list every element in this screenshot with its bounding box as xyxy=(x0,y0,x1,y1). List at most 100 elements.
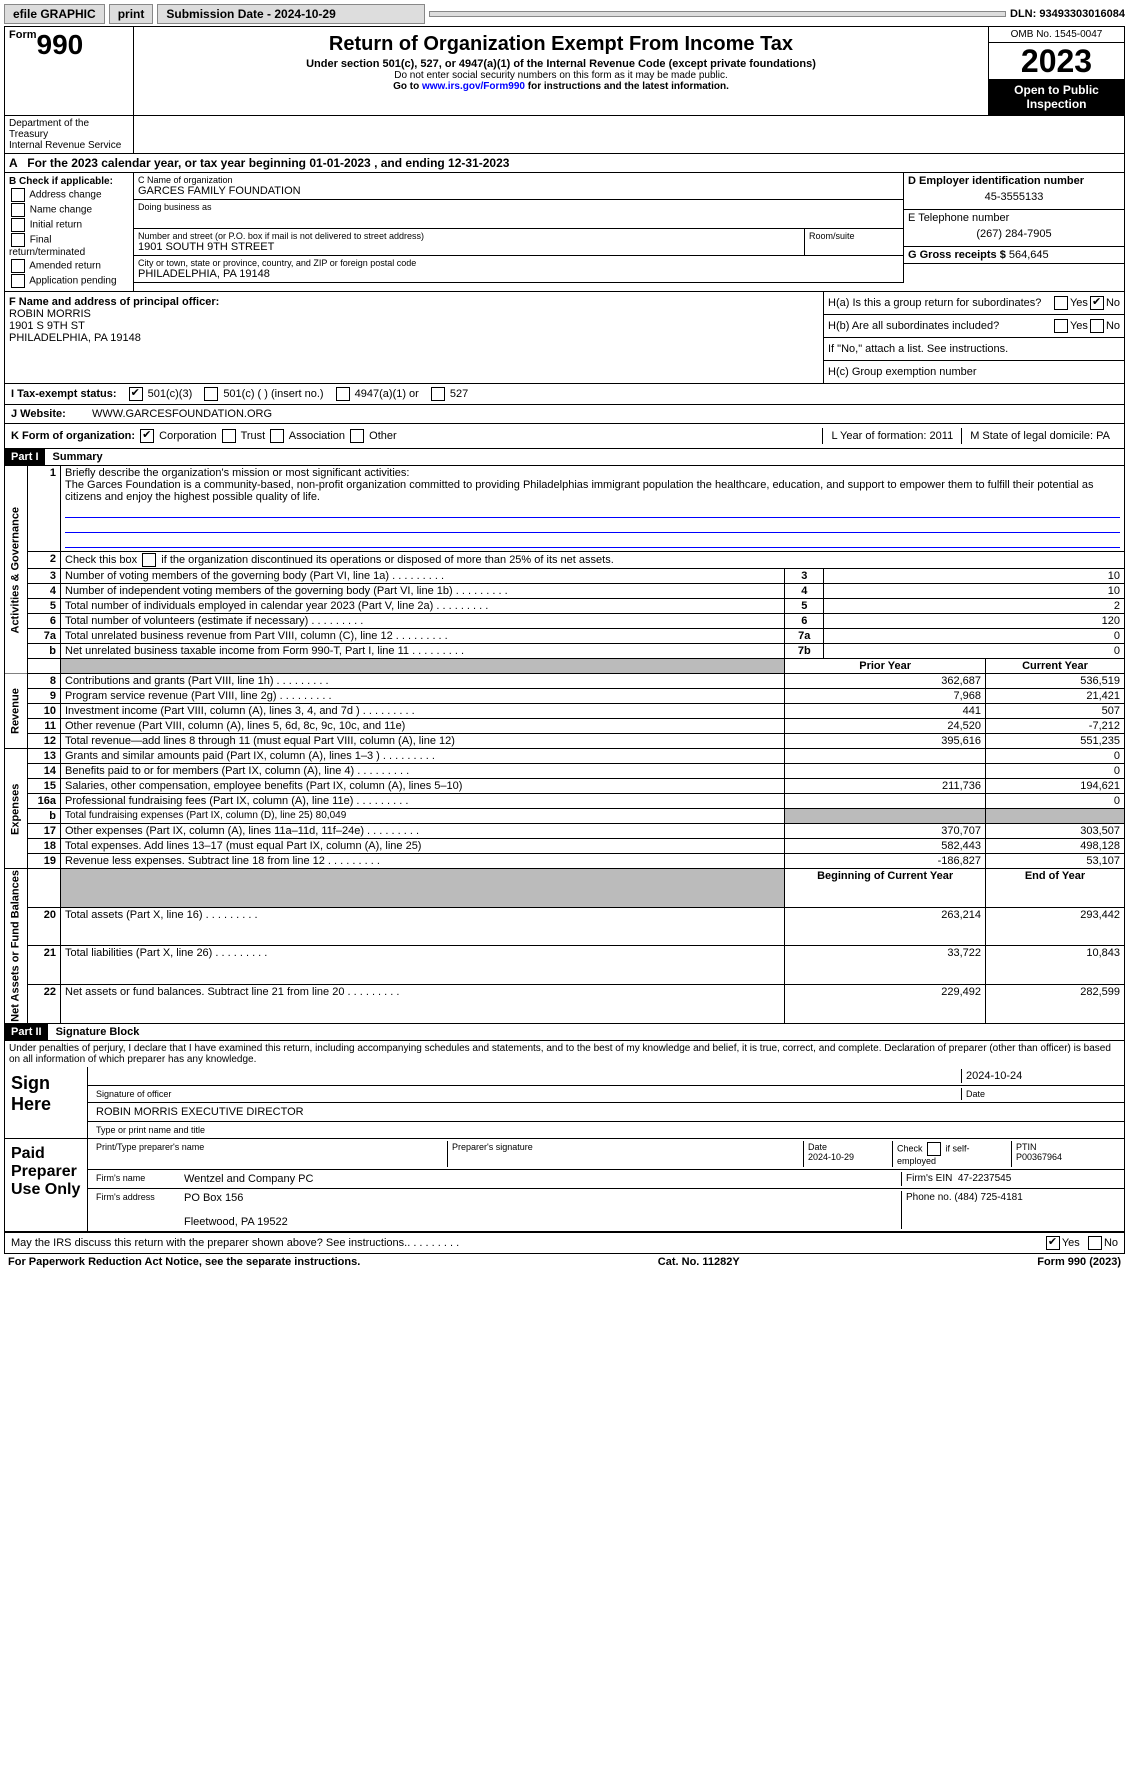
irs-link[interactable]: www.irs.gov/Form990 xyxy=(422,81,525,92)
mission-label: Briefly describe the organization's miss… xyxy=(65,467,409,479)
line3-val: 10 xyxy=(824,569,1125,584)
cb-initial-return[interactable]: Initial return xyxy=(9,218,129,232)
firm-addr1: PO Box 156 xyxy=(184,1192,243,1204)
print-button[interactable]: print xyxy=(109,4,154,24)
dept-row: Department of the TreasuryInternal Reven… xyxy=(4,116,1125,154)
spacer xyxy=(429,11,1006,17)
mission-text: The Garces Foundation is a community-bas… xyxy=(65,479,1093,503)
sig-date-label: Date xyxy=(961,1088,1120,1100)
dept-treasury: Department of the Treasury xyxy=(9,118,89,140)
cb-other[interactable]: Other xyxy=(348,429,397,443)
summary-table: Activities & Governance 1 Briefly descri… xyxy=(4,466,1125,1024)
part1-header: Part ISummary xyxy=(4,449,1125,466)
preparer-sig-label: Preparer's signature xyxy=(447,1141,803,1167)
cb-amended-return[interactable]: Amended return xyxy=(9,259,129,273)
line7a-label: Total unrelated business revenue from Pa… xyxy=(61,629,785,644)
cb-final-return[interactable]: Final return/terminated xyxy=(9,233,129,258)
officer-city: PHILADELPHIA, PA 19148 xyxy=(9,332,819,344)
discuss-no[interactable] xyxy=(1088,1236,1102,1250)
line8-curr: 536,519 xyxy=(986,674,1125,689)
line6-val: 120 xyxy=(824,614,1125,629)
row-k: K Form of organization: Corporation Trus… xyxy=(4,424,1125,449)
line6-label: Total number of volunteers (estimate if … xyxy=(61,614,785,629)
ssn-note: Do not enter social security numbers on … xyxy=(138,70,984,81)
omb-number: OMB No. 1545-0047 xyxy=(989,27,1124,43)
type-name-label: Type or print name and title xyxy=(92,1124,209,1136)
footer-mid: Cat. No. 11282Y xyxy=(658,1256,740,1268)
row-i: I Tax-exempt status: 501(c)(3) 501(c) ( … xyxy=(4,384,1125,405)
preparer-name-label: Print/Type preparer's name xyxy=(92,1141,447,1167)
signature-block: Sign Here 2024-10-24 Signature of office… xyxy=(4,1067,1125,1233)
h-a: H(a) Is this a group return for subordin… xyxy=(824,292,1124,315)
line7a-val: 0 xyxy=(824,629,1125,644)
cb-address-change[interactable]: Address change xyxy=(9,188,129,202)
website: WWW.GARCESFOUNDATION.ORG xyxy=(92,408,272,420)
ein: 45-3555133 xyxy=(908,187,1120,207)
footer: For Paperwork Reduction Act Notice, see … xyxy=(4,1254,1125,1270)
paid-preparer-label: Paid Preparer Use Only xyxy=(5,1139,88,1231)
gross-label: G Gross receipts $ xyxy=(908,249,1006,261)
form-990-label: Form990 xyxy=(9,29,129,61)
line5-val: 2 xyxy=(824,599,1125,614)
dln: DLN: 93493303016084 xyxy=(1010,8,1125,20)
side-label-rev: Revenue xyxy=(5,674,28,749)
firm-phone: (484) 725-4181 xyxy=(954,1192,1022,1203)
efile-button[interactable]: efile GRAPHIC xyxy=(4,4,105,24)
cb-527[interactable]: 527 xyxy=(429,387,468,401)
line7b-val: 0 xyxy=(824,644,1125,659)
line2: Check this box if the organization disco… xyxy=(61,552,1125,569)
current-year-header: Current Year xyxy=(986,659,1125,674)
street-label: Number and street (or P.O. box if mail i… xyxy=(138,231,800,241)
form-title: Return of Organization Exempt From Incom… xyxy=(138,33,984,56)
firm-addr2: Fleetwood, PA 19522 xyxy=(184,1216,288,1228)
line4-label: Number of independent voting members of … xyxy=(61,584,785,599)
line7b-label: Net unrelated business taxable income fr… xyxy=(61,644,785,659)
cb-501c[interactable]: 501(c) ( ) (insert no.) xyxy=(202,387,323,401)
row-j: J Website: WWW.GARCESFOUNDATION.ORG xyxy=(4,405,1125,424)
sign-date: 2024-10-24 xyxy=(961,1069,1120,1083)
cb-corporation[interactable]: Corporation xyxy=(138,429,217,443)
dba-label: Doing business as xyxy=(138,202,899,212)
footer-left: For Paperwork Reduction Act Notice, see … xyxy=(8,1256,360,1268)
officer-label: F Name and address of principal officer: xyxy=(9,296,819,308)
tax-year: 2023 xyxy=(989,43,1124,79)
submission-date: Submission Date - 2024-10-29 xyxy=(157,4,425,24)
section-fgh: F Name and address of principal officer:… xyxy=(4,292,1125,384)
h-note: If "No," attach a list. See instructions… xyxy=(824,338,1124,361)
line3-label: Number of voting members of the governin… xyxy=(61,569,785,584)
cb-4947[interactable]: 4947(a)(1) or xyxy=(334,387,419,401)
goto-note: Go to www.irs.gov/Form990 for instructio… xyxy=(138,81,984,92)
ptin: P00367964 xyxy=(1016,1152,1062,1162)
irs-label: Internal Revenue Service xyxy=(9,140,121,151)
tel-label: E Telephone number xyxy=(908,212,1120,224)
preparer-date: 2024-10-29 xyxy=(808,1152,854,1162)
officer-signed-name: ROBIN MORRIS EXECUTIVE DIRECTOR xyxy=(92,1105,308,1119)
cb-application-pending[interactable]: Application pending xyxy=(9,274,129,288)
year-formation: L Year of formation: 2011 xyxy=(822,428,961,444)
part2-header: Part IISignature Block xyxy=(4,1024,1125,1041)
side-label-ag: Activities & Governance xyxy=(5,466,28,674)
sign-here-label: Sign Here xyxy=(5,1067,88,1138)
self-employed-check[interactable]: Check if self-employed xyxy=(892,1141,1011,1167)
box-b-title: B Check if applicable: xyxy=(9,176,129,187)
section-bcd: B Check if applicable: Address change Na… xyxy=(4,173,1125,292)
cb-name-change[interactable]: Name change xyxy=(9,203,129,217)
subtitle: Under section 501(c), 527, or 4947(a)(1)… xyxy=(138,58,984,70)
public-inspection: Open to Public Inspection xyxy=(989,79,1124,115)
cb-trust[interactable]: Trust xyxy=(220,429,266,443)
state-domicile: M State of legal domicile: PA xyxy=(961,428,1118,444)
org-name: GARCES FAMILY FOUNDATION xyxy=(138,185,899,197)
side-label-exp: Expenses xyxy=(5,749,28,869)
side-label-net: Net Assets or Fund Balances xyxy=(5,869,28,1024)
prior-year-header: Prior Year xyxy=(785,659,986,674)
discuss-yes[interactable] xyxy=(1046,1236,1060,1250)
telephone: (267) 284-7905 xyxy=(908,224,1120,244)
street: 1901 SOUTH 9TH STREET xyxy=(138,241,800,253)
cb-501c3[interactable]: 501(c)(3) xyxy=(127,387,193,401)
gross-receipts: 564,645 xyxy=(1009,249,1049,261)
officer-street: 1901 S 9TH ST xyxy=(9,320,819,332)
line5-label: Total number of individuals employed in … xyxy=(61,599,785,614)
perjury-text: Under penalties of perjury, I declare th… xyxy=(4,1041,1125,1067)
cb-association[interactable]: Association xyxy=(268,429,345,443)
org-name-label: C Name of organization xyxy=(138,175,899,185)
